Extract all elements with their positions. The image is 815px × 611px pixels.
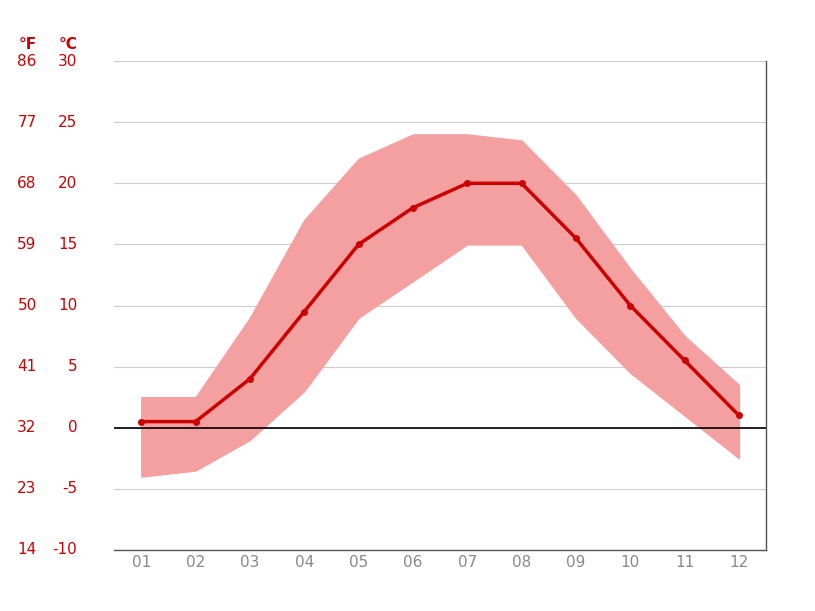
Text: 10: 10 — [58, 298, 77, 313]
Text: 14: 14 — [17, 543, 37, 557]
Text: 30: 30 — [58, 54, 77, 68]
Text: -10: -10 — [53, 543, 77, 557]
Text: 5: 5 — [68, 359, 77, 374]
Text: 86: 86 — [17, 54, 37, 68]
Text: 50: 50 — [17, 298, 37, 313]
Text: °F: °F — [19, 37, 37, 52]
Text: 25: 25 — [58, 115, 77, 130]
Text: 41: 41 — [17, 359, 37, 374]
Text: 23: 23 — [17, 481, 37, 496]
Text: 0: 0 — [68, 420, 77, 435]
Text: °C: °C — [59, 37, 77, 52]
Text: 20: 20 — [58, 176, 77, 191]
Text: 68: 68 — [17, 176, 37, 191]
Text: 77: 77 — [17, 115, 37, 130]
Text: 59: 59 — [17, 237, 37, 252]
Text: 32: 32 — [17, 420, 37, 435]
Text: -5: -5 — [62, 481, 77, 496]
Text: 15: 15 — [58, 237, 77, 252]
